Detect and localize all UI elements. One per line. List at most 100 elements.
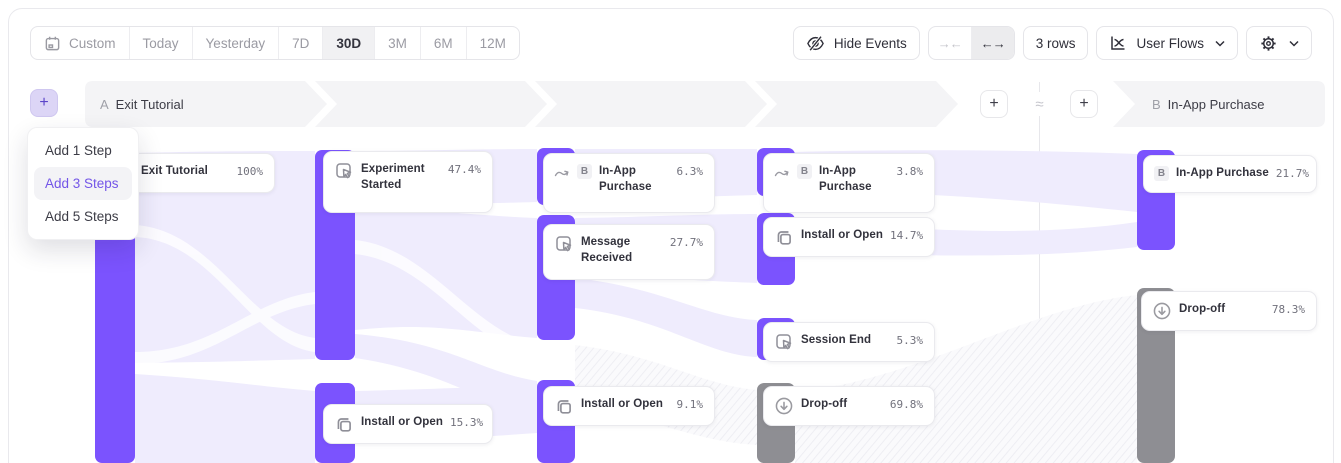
group-b-badge: B [1154,166,1169,181]
date-range-selector: Custom Today Yesterday 7D 30D 3M 6M 12M [30,26,520,60]
node-percent: 14.7% [890,229,924,242]
step-a-title: A Exit Tutorial [100,81,184,128]
date-range-label: Custom [69,35,116,51]
flow-node-install-or-open-1[interactable]: Install or Open 15.3% [323,404,493,444]
flow-node-in-app-purchase-2[interactable]: B In-App Purchase 3.8% [763,153,935,213]
user-flows-icon [1109,34,1127,52]
node-label: In-App Purchase [819,165,872,194]
collapse-icon: →← [937,35,963,51]
flow-node-in-app-purchase-b[interactable]: B In-App Purchase 21.7% [1143,155,1317,193]
date-range-today[interactable]: Today [130,27,193,59]
node-label: Experiment Started [361,163,425,192]
menu-item-add-3-steps[interactable]: Add 3 Steps [34,167,132,200]
add-step-before-b-button[interactable]: + [1070,90,1098,118]
date-range-12m[interactable]: 12M [479,35,506,51]
hide-events-button[interactable]: Hide Events [792,26,920,60]
drop-off-icon [774,396,794,416]
view-selector-label: User Flows [1136,35,1204,51]
node-percent: 15.3% [450,416,484,429]
node-label: Drop-off [1179,303,1226,315]
app-window-icon [774,227,794,247]
expand-icon: ←→ [980,35,1006,51]
flow-node-message-received[interactable]: Message Received 27.7% [543,224,715,280]
settings-button[interactable] [1246,26,1312,60]
node-label: Install or Open [801,229,884,241]
node-label: Drop-off [801,398,848,410]
step-b-letter: B [1152,97,1161,112]
node-label: Install or Open [361,416,444,428]
chevron-down-icon [1289,40,1299,47]
date-range-30d-selected[interactable]: 30D [323,27,376,59]
width-toggle: →← ←→ [927,26,1015,60]
flow-node-in-app-purchase-1[interactable]: B In-App Purchase 6.3% [543,153,715,213]
flow-node-session-end[interactable]: Session End 5.3% [763,322,935,362]
date-range-custom[interactable]: Custom [31,27,130,59]
node-percent: 69.8% [889,398,923,411]
date-range-3m[interactable]: 3M [375,27,421,59]
step-b-title: B In-App Purchase [1152,81,1265,128]
step-segment-3[interactable] [535,81,767,127]
step-segment-4[interactable] [755,81,958,127]
flow-node-experiment-started[interactable]: Experiment Started 47.4% [323,151,493,213]
view-selector-button[interactable]: User Flows [1096,26,1238,60]
flow-node-install-or-open-2[interactable]: Install or Open 9.1% [543,386,715,426]
group-b-badge: B [577,164,592,179]
step-segment-b[interactable] [1113,81,1325,127]
node-percent: 21.7% [1275,167,1310,180]
toolbar-right-group: Hide Events →← ←→ 3 rows [792,26,1312,60]
step-segment-a[interactable] [85,81,327,127]
date-range-yesterday[interactable]: Yesterday [193,27,280,59]
drop-off-icon [1152,301,1172,321]
chevron-down-icon [1215,40,1225,47]
expand-columns-button[interactable]: ←→ [971,27,1014,59]
node-percent: 27.7% [669,236,703,249]
add-step-button[interactable]: + [30,89,58,117]
app-window-icon [334,414,354,434]
node-percent: 3.8% [896,165,924,178]
section-divider [1039,82,1040,463]
app-window-icon [554,396,574,416]
node-label: Session End [801,334,872,346]
add-step-after-a-button[interactable]: + [980,90,1008,118]
node-label: Exit Tutorial [141,165,208,177]
collapse-columns-button[interactable]: →← [929,27,972,59]
step-b-name: In-App Purchase [1167,97,1265,112]
node-label: In-App Purchase [599,165,652,194]
gear-icon [1259,34,1278,53]
node-label: Message Received [581,236,633,265]
indirect-flow-icon [774,165,790,181]
node-percent: 6.3% [676,165,704,178]
step-a-letter: A [100,97,109,112]
step-header-band [85,81,1325,127]
node-percent: 100% [236,165,264,178]
cursor-click-icon [334,161,354,181]
indirect-flow-icon [554,165,570,181]
rows-button[interactable]: 3 rows [1022,26,1089,60]
eye-off-icon [806,34,825,53]
date-range-6m[interactable]: 6M [421,27,467,59]
node-label: In-App Purchase [1176,167,1269,179]
step-a-name: Exit Tutorial [115,97,184,112]
node-percent: 5.3% [896,334,924,347]
section-break-symbol: ≈ [1028,92,1051,116]
node-percent: 47.4% [447,163,481,176]
flow-node-dropoff-1[interactable]: Drop-off 69.8% [763,386,935,426]
toolbar: Custom Today Yesterday 7D 30D 3M 6M 12M [30,26,1312,60]
node-label: Install or Open [581,398,664,410]
step-segment-2[interactable] [315,81,547,127]
flow-node-install-or-open-3[interactable]: Install or Open 14.7% [763,217,935,257]
rows-label: 3 rows [1035,35,1076,51]
node-percent: 9.1% [676,398,704,411]
date-range-7d[interactable]: 7D [279,27,324,59]
menu-item-add-1-step[interactable]: Add 1 Step [45,143,112,158]
calendar-icon [44,35,61,52]
add-step-menu: Add 1 Step Add 3 Steps Add 5 Steps [27,127,139,240]
cursor-click-icon [774,332,794,352]
hide-events-label: Hide Events [833,35,907,51]
cursor-click-icon [554,234,574,254]
flow-node-dropoff-b[interactable]: Drop-off 78.3% [1141,291,1317,331]
group-b-badge: B [797,164,812,179]
node-percent: 78.3% [1271,303,1305,316]
menu-item-add-5-steps[interactable]: Add 5 Steps [45,209,119,224]
